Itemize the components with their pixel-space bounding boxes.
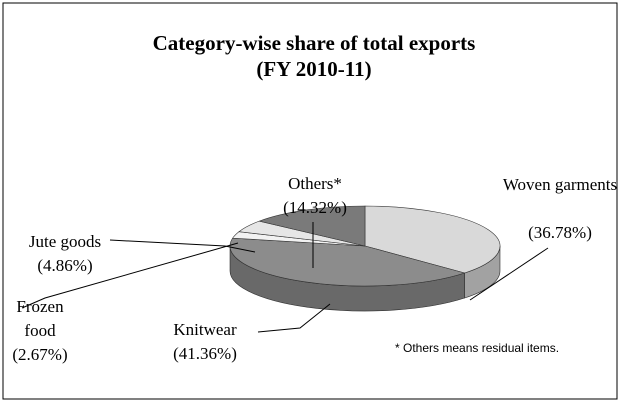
leader-line	[469, 247, 549, 301]
chart-subtitle: (FY 2010-11)	[256, 57, 372, 81]
leader-line	[109, 239, 256, 253]
category-label: Frozen food	[16, 297, 64, 340]
slice	[258, 205, 366, 247]
note: * Others means residual items.	[395, 341, 560, 355]
category-label: Knitwear	[173, 320, 237, 339]
value-label: (2.67%)	[12, 345, 68, 364]
value-label: (4.86%)	[37, 256, 93, 275]
leader-line	[21, 242, 239, 309]
value-label: (36.78%)	[528, 223, 592, 242]
value-label: (14.32%)	[283, 198, 347, 217]
slice	[364, 205, 501, 274]
category-label: Woven garments	[502, 175, 618, 194]
frame	[2, 2, 618, 400]
slice-side-shade	[464, 246, 500, 298]
slice-side-shade	[230, 246, 465, 311]
leader-line	[257, 303, 331, 333]
chart-title: Category-wise share of total exports	[152, 31, 476, 55]
category-label: Jute goods	[28, 232, 102, 251]
slice	[229, 237, 466, 287]
category-label: Others*	[288, 174, 342, 193]
value-label: (41.36%)	[173, 344, 237, 363]
